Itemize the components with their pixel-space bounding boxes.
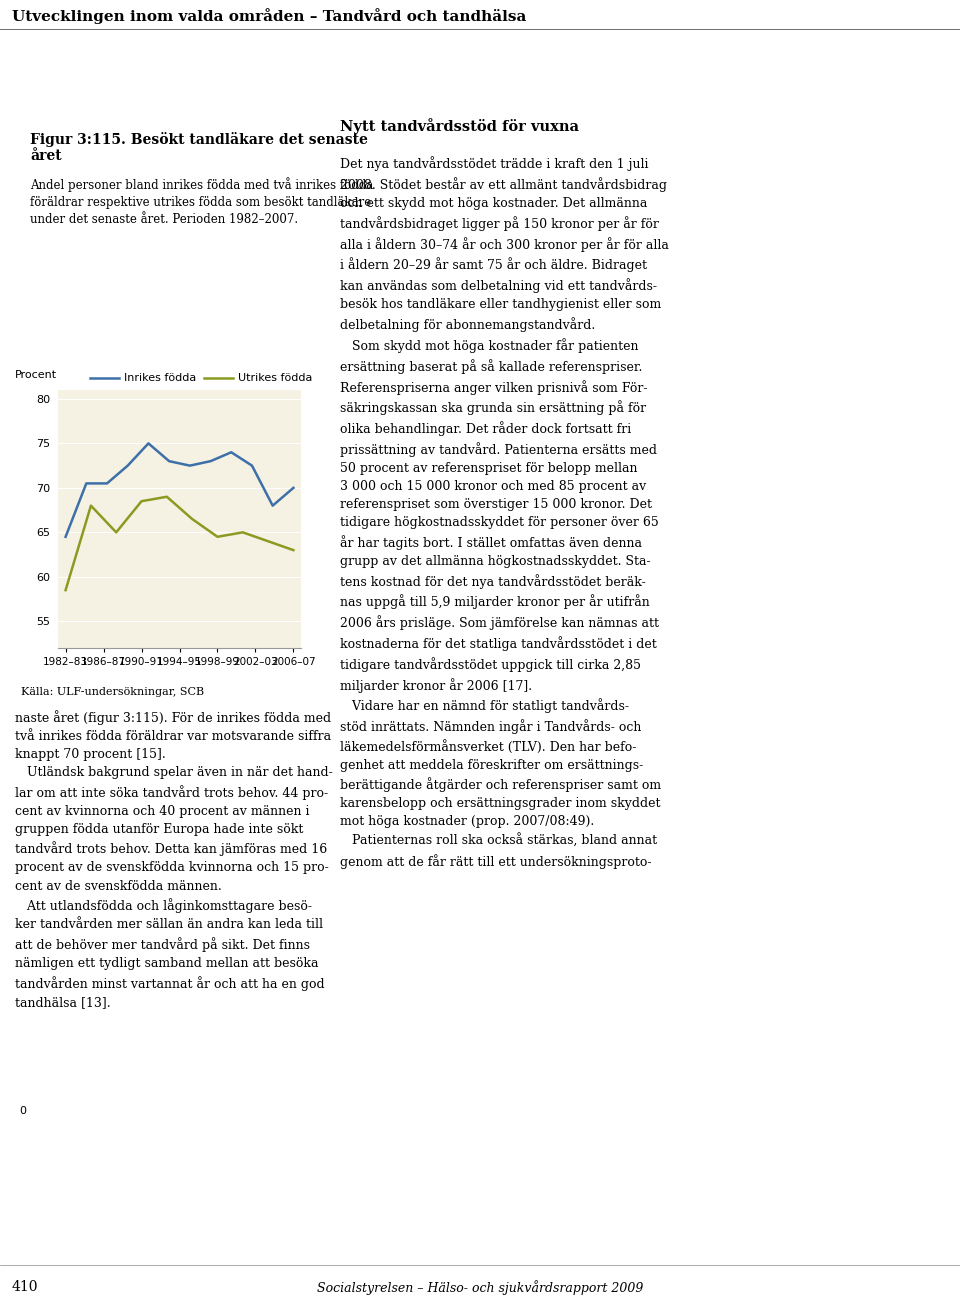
- Text: Nytt tandvårdsstöd för vuxna: Nytt tandvårdsstöd för vuxna: [340, 119, 579, 134]
- Text: naste året (figur 3:115). För de inrikes födda med
två inrikes födda föräldrar v: naste året (figur 3:115). För de inrikes…: [15, 710, 333, 1009]
- Text: Andel personer bland inrikes födda med två inrikes födda
föräldrar respektive ut: Andel personer bland inrikes födda med t…: [30, 177, 373, 225]
- Text: 0: 0: [19, 1106, 27, 1115]
- Text: 410: 410: [12, 1281, 38, 1294]
- Text: Figur 3:115. Besökt tandläkare det senaste: Figur 3:115. Besökt tandläkare det senas…: [30, 132, 368, 147]
- Text: Utvecklingen inom valda områden – Tandvård och tandhälsa: Utvecklingen inom valda områden – Tandvå…: [12, 9, 526, 25]
- Text: Socialstyrelsen – Hälso- och sjukvårdsrapport 2009: Socialstyrelsen – Hälso- och sjukvårdsra…: [317, 1280, 643, 1295]
- Text: Källa: ULF-undersökningar, SCB: Källa: ULF-undersökningar, SCB: [21, 687, 204, 697]
- Text: Inrikes födda: Inrikes födda: [124, 373, 196, 383]
- Text: Procent: Procent: [15, 370, 58, 380]
- Text: Utrikes födda: Utrikes födda: [238, 373, 312, 383]
- Text: Det nya tandvårdsstödet trädde i kraft den 1 juli
2008. Stödet består av ett all: Det nya tandvårdsstödet trädde i kraft d…: [340, 156, 669, 869]
- Text: året: året: [30, 149, 61, 163]
